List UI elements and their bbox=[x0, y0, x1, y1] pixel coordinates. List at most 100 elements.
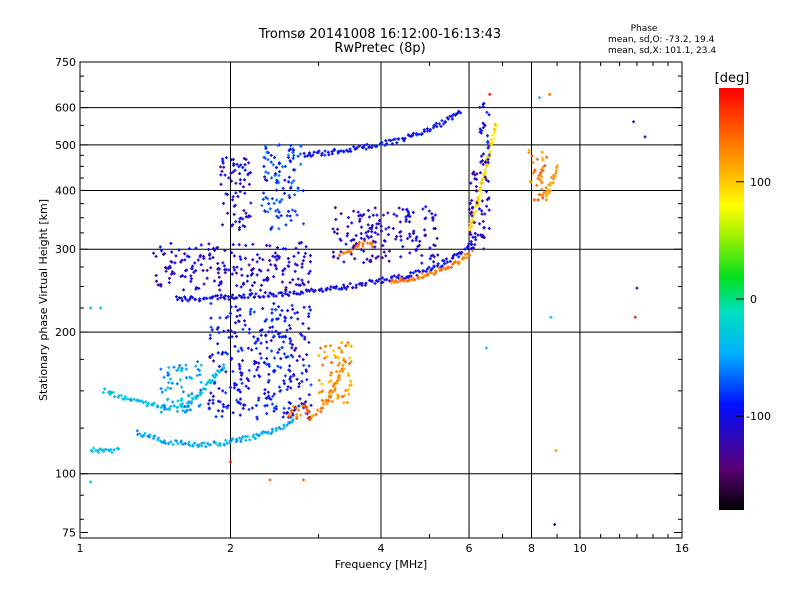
data-point bbox=[295, 377, 299, 381]
data-point bbox=[191, 397, 195, 401]
data-point bbox=[300, 379, 304, 383]
data-point bbox=[270, 402, 274, 406]
data-point bbox=[350, 221, 354, 225]
data-point bbox=[241, 217, 245, 221]
data-point bbox=[291, 404, 295, 408]
data-point bbox=[294, 346, 298, 350]
data-point bbox=[346, 232, 350, 236]
data-point bbox=[381, 280, 385, 284]
data-point bbox=[222, 366, 226, 370]
data-point bbox=[541, 193, 545, 197]
data-point bbox=[220, 414, 224, 418]
data-point bbox=[282, 382, 286, 386]
data-point bbox=[259, 329, 263, 333]
data-point bbox=[463, 247, 467, 251]
data-point bbox=[241, 406, 245, 410]
data-point bbox=[268, 478, 272, 482]
data-point bbox=[271, 429, 275, 433]
data-point bbox=[177, 366, 181, 370]
data-point bbox=[96, 448, 100, 452]
data-point bbox=[251, 267, 255, 271]
data-point bbox=[258, 295, 262, 299]
data-point bbox=[423, 234, 427, 238]
data-point bbox=[233, 168, 237, 172]
data-point bbox=[259, 333, 263, 337]
data-point bbox=[339, 149, 343, 153]
data-point bbox=[343, 285, 347, 289]
data-point bbox=[274, 294, 278, 298]
data-point bbox=[227, 335, 231, 339]
data-point bbox=[290, 303, 294, 307]
data-point bbox=[287, 368, 291, 372]
data-point bbox=[229, 305, 233, 309]
data-point bbox=[274, 426, 278, 430]
data-point bbox=[200, 444, 204, 448]
data-point bbox=[293, 269, 297, 273]
data-point bbox=[411, 210, 415, 214]
data-point bbox=[300, 371, 304, 375]
data-point bbox=[277, 227, 281, 231]
data-point bbox=[166, 371, 170, 375]
data-point bbox=[436, 253, 440, 257]
data-point bbox=[238, 178, 242, 182]
data-point bbox=[284, 355, 288, 359]
data-point bbox=[261, 258, 265, 262]
data-point bbox=[205, 268, 209, 272]
data-point bbox=[539, 170, 543, 174]
data-point bbox=[478, 171, 482, 175]
data-point bbox=[481, 219, 485, 223]
data-point bbox=[233, 331, 237, 335]
data-point bbox=[483, 175, 487, 179]
data-point bbox=[468, 225, 472, 229]
data-point bbox=[280, 309, 284, 313]
data-point bbox=[463, 252, 467, 256]
data-point bbox=[306, 409, 310, 413]
data-point bbox=[482, 172, 486, 176]
data-point bbox=[319, 287, 323, 291]
data-point bbox=[298, 152, 302, 156]
data-point bbox=[225, 192, 229, 196]
data-point bbox=[167, 276, 171, 280]
data-point bbox=[432, 226, 436, 230]
data-point bbox=[288, 337, 292, 341]
data-point bbox=[470, 199, 474, 203]
data-point bbox=[330, 361, 334, 365]
data-point bbox=[346, 216, 350, 220]
data-point bbox=[359, 248, 363, 252]
data-point bbox=[190, 392, 194, 396]
data-point bbox=[296, 154, 300, 158]
data-point bbox=[169, 386, 173, 390]
data-point bbox=[274, 209, 278, 213]
data-point bbox=[217, 267, 221, 271]
data-point bbox=[198, 403, 202, 407]
data-point bbox=[176, 298, 180, 302]
data-point bbox=[398, 220, 402, 224]
data-point bbox=[271, 292, 275, 296]
data-point bbox=[465, 256, 469, 260]
data-point bbox=[320, 382, 324, 386]
data-point bbox=[256, 365, 260, 369]
data-point bbox=[438, 269, 442, 273]
data-point bbox=[266, 430, 270, 434]
data-point bbox=[255, 260, 259, 264]
data-point bbox=[466, 245, 470, 249]
data-point bbox=[492, 127, 496, 131]
data-point bbox=[226, 329, 230, 333]
data-point bbox=[276, 351, 280, 355]
data-point bbox=[268, 207, 272, 211]
data-point bbox=[204, 445, 208, 449]
data-point bbox=[277, 210, 281, 214]
data-point bbox=[374, 256, 378, 260]
data-point bbox=[309, 415, 313, 419]
data-point bbox=[308, 254, 312, 258]
data-point bbox=[407, 278, 411, 282]
data-point bbox=[427, 273, 431, 277]
data-point bbox=[369, 258, 373, 262]
data-point bbox=[175, 439, 179, 443]
data-point bbox=[481, 121, 485, 125]
data-point bbox=[374, 226, 378, 230]
data-point bbox=[283, 319, 287, 323]
data-point bbox=[377, 222, 381, 226]
data-point bbox=[282, 340, 286, 344]
data-point bbox=[274, 308, 278, 312]
